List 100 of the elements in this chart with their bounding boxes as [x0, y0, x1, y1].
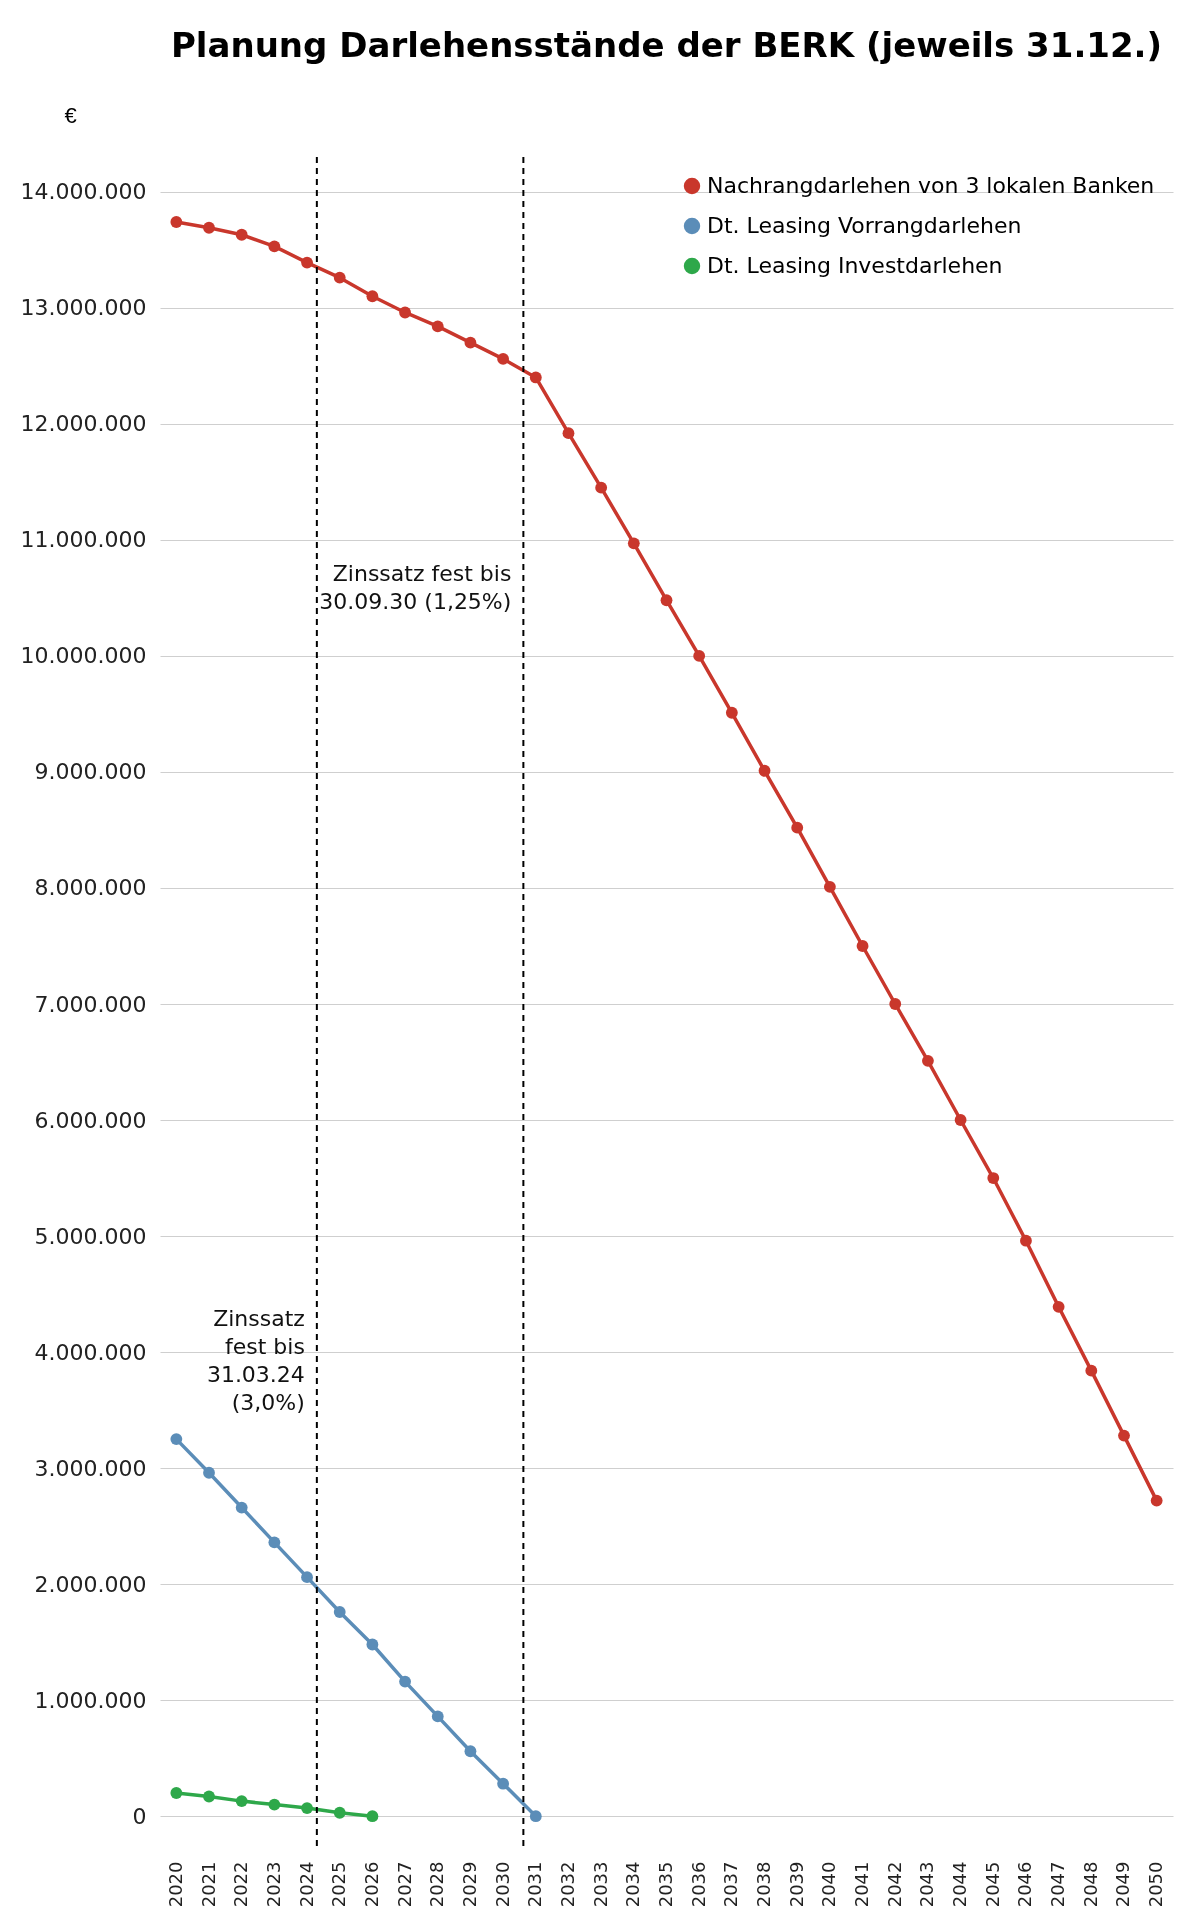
point — [431, 1710, 444, 1723]
x-tick-label: 2034 — [622, 1861, 644, 1908]
x-tick-label: 2035 — [655, 1861, 676, 1908]
point — [1085, 1364, 1098, 1377]
ref-line-label: Zinssatz fest bis 31.03.24 (3,0%) — [206, 1305, 305, 1415]
x-tick-label: 2028 — [426, 1861, 448, 1908]
y-tick-label: 12.000.000 — [20, 411, 147, 437]
point — [1150, 1494, 1163, 1507]
legend-label: Dt. Leasing Investdarlehen — [707, 253, 1003, 278]
point — [333, 1606, 346, 1618]
point — [399, 1675, 411, 1688]
y-tick-label: 10.000.000 — [20, 643, 147, 669]
point — [170, 1433, 183, 1446]
x-tick-label: 2032 — [556, 1861, 578, 1908]
point — [1052, 1300, 1065, 1313]
point — [562, 427, 575, 440]
x-tick-label: 2031 — [524, 1861, 546, 1908]
y-tick-label: 8.000.000 — [34, 875, 147, 901]
y-tick-label: 9.000.000 — [34, 759, 147, 785]
y-tick-label: 7.000.000 — [34, 991, 147, 1017]
point — [464, 1745, 477, 1758]
point — [856, 940, 869, 952]
point — [203, 1790, 215, 1803]
point — [203, 221, 215, 234]
point — [1020, 1234, 1032, 1247]
point — [301, 1571, 313, 1584]
x-tick-label: 2049 — [1112, 1861, 1134, 1908]
x-tick-label: 2039 — [785, 1861, 807, 1908]
x-tick-label: 2048 — [1079, 1861, 1101, 1908]
point — [366, 1810, 379, 1823]
x-tick-label: 2021 — [197, 1861, 219, 1908]
point — [954, 1114, 967, 1126]
x-tick-label: 2033 — [589, 1861, 611, 1908]
point — [235, 228, 248, 241]
x-tick-label: 2041 — [851, 1861, 873, 1908]
y-tick-label: 6.000.000 — [34, 1107, 147, 1133]
point — [627, 537, 640, 550]
point — [170, 216, 183, 228]
x-tick-label: 2046 — [1014, 1861, 1036, 1908]
legend-label: Nachrangdarlehen von 3 lokalen Banken — [707, 173, 1155, 198]
point — [235, 1795, 248, 1808]
x-tick-label: 2038 — [753, 1861, 775, 1908]
point — [366, 1638, 379, 1651]
point — [725, 706, 738, 719]
point — [987, 1172, 1000, 1184]
y-tick-label: 1.000.000 — [34, 1687, 147, 1713]
point — [399, 306, 411, 319]
x-tick-label: 2037 — [720, 1861, 742, 1908]
y-tick-label: 13.000.000 — [20, 295, 147, 321]
point — [660, 594, 673, 607]
chart-title: Planung Darlehensstände der BERK (jeweils 31.12.) — [170, 25, 1163, 65]
point — [235, 1501, 248, 1514]
y-tick-label: 5.000.000 — [34, 1223, 147, 1249]
point — [268, 240, 281, 253]
y-tick-label: 2.000.000 — [34, 1571, 147, 1597]
ref-line-label: Zinssatz fest bis 30.09.30 (1,25%) — [319, 560, 512, 614]
y-tick-label: 14.000.000 — [20, 179, 147, 205]
x-tick-label: 2020 — [164, 1861, 186, 1908]
point — [791, 821, 804, 834]
point — [922, 1054, 934, 1067]
x-tick-label: 2026 — [360, 1861, 382, 1908]
point — [693, 650, 706, 662]
y-tick-label: 4.000.000 — [34, 1339, 147, 1365]
x-tick-label: 2027 — [393, 1861, 415, 1908]
point — [333, 1806, 346, 1819]
point — [431, 320, 444, 333]
point — [268, 1798, 281, 1811]
point — [529, 1810, 542, 1823]
x-tick-label: 2045 — [981, 1861, 1003, 1908]
x-tick-label: 2040 — [818, 1861, 840, 1908]
point — [301, 1802, 313, 1814]
point — [758, 764, 771, 777]
point — [268, 1536, 281, 1549]
point — [333, 271, 346, 284]
x-tick-label: 2025 — [328, 1861, 350, 1908]
point — [464, 336, 477, 349]
point — [889, 998, 902, 1010]
point — [203, 1466, 215, 1479]
y-tick-label: 3.000.000 — [34, 1455, 147, 1481]
y-tick-label: 0 — [132, 1803, 147, 1829]
x-tick-label: 2042 — [883, 1861, 905, 1908]
point — [1118, 1429, 1130, 1442]
x-tick-label: 2022 — [230, 1861, 252, 1908]
legend-label: Dt. Leasing Vorrangdarlehen — [707, 213, 1022, 238]
point — [301, 256, 313, 269]
x-tick-label: 2043 — [916, 1861, 938, 1908]
point — [497, 1777, 510, 1790]
x-tick-label: 2036 — [687, 1861, 709, 1908]
point — [170, 1787, 183, 1799]
x-tick-label: 2023 — [262, 1861, 284, 1908]
x-tick-label: 2044 — [949, 1861, 971, 1908]
point — [366, 290, 379, 303]
x-tick-label: 2029 — [458, 1861, 480, 1908]
x-tick-label: 2030 — [491, 1861, 513, 1908]
y-tick-label: 11.000.000 — [20, 527, 147, 553]
point — [823, 880, 836, 893]
point — [529, 371, 542, 384]
x-tick-label: 2050 — [1145, 1861, 1167, 1908]
point — [595, 481, 608, 494]
x-tick-label: 2047 — [1047, 1861, 1069, 1908]
